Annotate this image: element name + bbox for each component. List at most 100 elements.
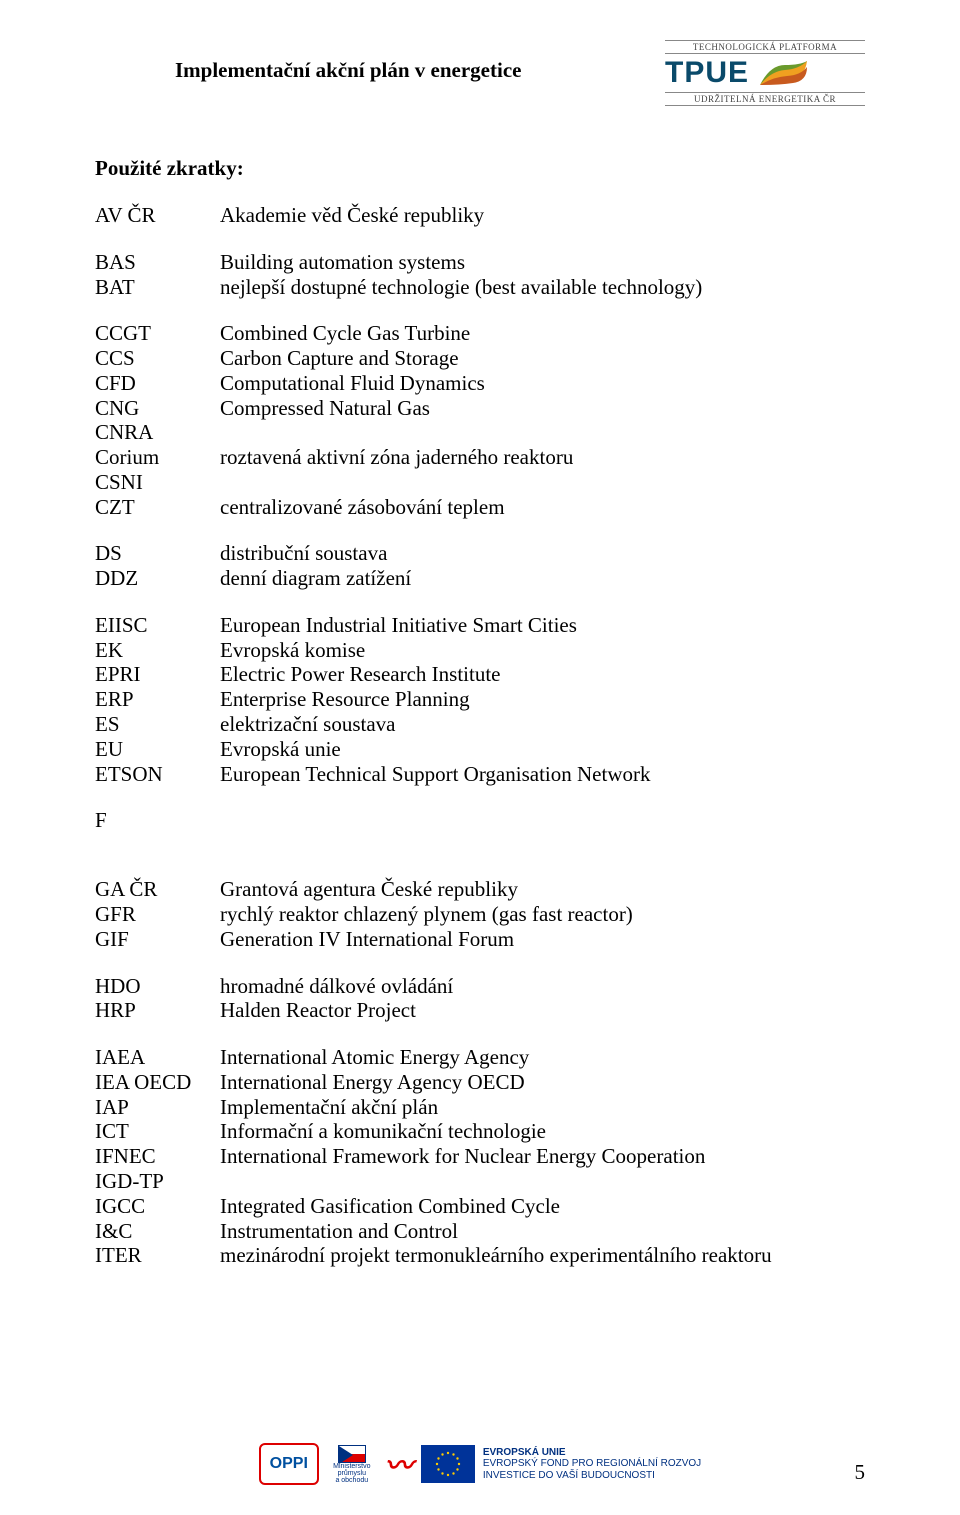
abbr-value: Grantová agentura České republiky <box>220 877 865 902</box>
abbr-key: IAP <box>95 1095 220 1120</box>
abbr-key: GIF <box>95 927 220 952</box>
abbr-block: IAEAInternational Atomic Energy AgencyIE… <box>95 1045 865 1268</box>
abbr-row: EUEvropská unie <box>95 737 865 762</box>
abbr-value: Electric Power Research Institute <box>220 662 865 687</box>
abbr-value: Akademie věd České republiky <box>220 203 865 228</box>
mpo-text-2: průmyslu <box>338 1470 366 1477</box>
abbr-value: Combined Cycle Gas Turbine <box>220 321 865 346</box>
abbr-key: I&C <box>95 1219 220 1244</box>
abbr-row: IGCCIntegrated Gasification Combined Cyc… <box>95 1194 865 1219</box>
abbr-key: CNG <box>95 396 220 421</box>
abbr-value: Instrumentation and Control <box>220 1219 865 1244</box>
abbr-key: CFD <box>95 371 220 396</box>
abbr-value: European Industrial Initiative Smart Cit… <box>220 613 865 638</box>
abbr-row: ITERmezinárodní projekt termonukleárního… <box>95 1243 865 1268</box>
eu-line-3: INVESTICE DO VAŠÍ BUDOUCNOSTI <box>483 1470 701 1482</box>
flag-icon <box>338 1445 366 1463</box>
abbr-value: International Energy Agency OECD <box>220 1070 865 1095</box>
abbr-row: CZTcentralizované zásobování teplem <box>95 495 865 520</box>
abbr-row: IEA OECDInternational Energy Agency OECD <box>95 1070 865 1095</box>
abbr-value: hromadné dálkové ovládání <box>220 974 865 999</box>
abbr-key: ITER <box>95 1243 220 1268</box>
logo-main-text: TPUE <box>665 56 749 90</box>
abbr-key: HDO <box>95 974 220 999</box>
abbr-value <box>220 1169 865 1194</box>
tpue-logo: TECHNOLOGICKÁ PLATFORMA TPUE UDRŽITELNÁ … <box>665 40 865 104</box>
footer-logos: OPPI Ministerstvo průmyslu a obchodu 〰 E… <box>259 1443 701 1485</box>
abbr-key: CSNI <box>95 470 220 495</box>
abbr-key: EK <box>95 638 220 663</box>
abbr-value: Building automation systems <box>220 250 865 275</box>
wave-icon: 〰 <box>385 1444 413 1484</box>
abbr-key: ICT <box>95 1119 220 1144</box>
abbr-block: GA ČRGrantová agentura České republikyGF… <box>95 877 865 951</box>
abbr-value: distribuční soustava <box>220 541 865 566</box>
abbr-row: GA ČRGrantová agentura České republiky <box>95 877 865 902</box>
page-footer: OPPI Ministerstvo průmyslu a obchodu 〰 E… <box>0 1443 960 1485</box>
abbr-row: CCGTCombined Cycle Gas Turbine <box>95 321 865 346</box>
abbr-row: HRPHalden Reactor Project <box>95 998 865 1023</box>
abbr-key: CZT <box>95 495 220 520</box>
abbr-row: ETSONEuropean Technical Support Organisa… <box>95 762 865 787</box>
abbr-row: Coriumroztavená aktivní zóna jaderného r… <box>95 445 865 470</box>
abbreviation-list-1: AV ČRAkademie věd České republiky BASBuil… <box>95 203 865 786</box>
abbr-value: mezinárodní projekt termonukleárního exp… <box>220 1243 865 1268</box>
abbr-key: ETSON <box>95 762 220 787</box>
abbr-key: IGCC <box>95 1194 220 1219</box>
abbr-key: CCS <box>95 346 220 371</box>
abbr-value: Carbon Capture and Storage <box>220 346 865 371</box>
abbr-key: HRP <box>95 998 220 1023</box>
document-title: Implementační akční plán v energetice <box>175 58 521 83</box>
abbr-block: AV ČRAkademie věd České republiky <box>95 203 865 228</box>
abbr-row: HDOhromadné dálkové ovládání <box>95 974 865 999</box>
abbr-value: Evropská unie <box>220 737 865 762</box>
abbr-key: IAEA <box>95 1045 220 1070</box>
abbr-row: CSNI <box>95 470 865 495</box>
abbr-key: CCGT <box>95 321 220 346</box>
abbr-row: EKEvropská komise <box>95 638 865 663</box>
section-heading-abbreviations: Použité zkratky: <box>95 156 865 181</box>
abbr-block: DSdistribuční soustavaDDZdenní diagram z… <box>95 541 865 591</box>
abbr-key: ERP <box>95 687 220 712</box>
abbr-key: GFR <box>95 902 220 927</box>
abbr-row: GFRrychlý reaktor chlazený plynem (gas f… <box>95 902 865 927</box>
abbr-row: IFNECInternational Framework for Nuclear… <box>95 1144 865 1169</box>
abbr-block: BASBuilding automation systemsBATnejlepš… <box>95 250 865 300</box>
mpo-text-1: Ministerstvo <box>333 1463 370 1470</box>
abbr-row: CCSCarbon Capture and Storage <box>95 346 865 371</box>
eu-line-2: EVROPSKÝ FOND PRO REGIONÁLNÍ ROZVOJ <box>483 1458 701 1470</box>
eu-text: EVROPSKÁ UNIE EVROPSKÝ FOND PRO REGIONÁL… <box>483 1447 701 1482</box>
abbr-value <box>220 420 865 445</box>
abbr-value: Enterprise Resource Planning <box>220 687 865 712</box>
abbr-row: CNRA <box>95 420 865 445</box>
abbr-row: ESelektrizační soustava <box>95 712 865 737</box>
mpo-logo: Ministerstvo průmyslu a obchodu <box>327 1443 377 1485</box>
page-number: 5 <box>855 1460 866 1485</box>
abbr-row: EIISCEuropean Industrial Initiative Smar… <box>95 613 865 638</box>
abbr-key: Corium <box>95 445 220 470</box>
abbr-row: ERPEnterprise Resource Planning <box>95 687 865 712</box>
abbr-row: EPRIElectric Power Research Institute <box>95 662 865 687</box>
abbr-block: HDOhromadné dálkové ovládáníHRPHalden Re… <box>95 974 865 1024</box>
abbr-key: BAT <box>95 275 220 300</box>
abbr-block: EIISCEuropean Industrial Initiative Smar… <box>95 613 865 786</box>
abbr-key: EIISC <box>95 613 220 638</box>
abbr-value: Informační a komunikační technologie <box>220 1119 865 1144</box>
abbr-row: BASBuilding automation systems <box>95 250 865 275</box>
abbr-value: denní diagram zatížení <box>220 566 865 591</box>
section-letter-f: F <box>95 808 865 833</box>
abbr-key: CNRA <box>95 420 220 445</box>
abbr-key: ES <box>95 712 220 737</box>
logo-bottomline: UDRŽITELNÁ ENERGETIKA ČR <box>665 92 865 106</box>
abbr-row: DDZdenní diagram zatížení <box>95 566 865 591</box>
abbr-key: BAS <box>95 250 220 275</box>
abbr-row: IAPImplementační akční plán <box>95 1095 865 1120</box>
abbr-key: IEA OECD <box>95 1070 220 1095</box>
abbr-row: ICTInformační a komunikační technologie <box>95 1119 865 1144</box>
abbr-value: International Atomic Energy Agency <box>220 1045 865 1070</box>
abbr-key: DDZ <box>95 566 220 591</box>
abbr-key: EPRI <box>95 662 220 687</box>
abbr-value: Computational Fluid Dynamics <box>220 371 865 396</box>
abbr-row: BATnejlepší dostupné technologie (best a… <box>95 275 865 300</box>
abbr-row: IGD-TP <box>95 1169 865 1194</box>
